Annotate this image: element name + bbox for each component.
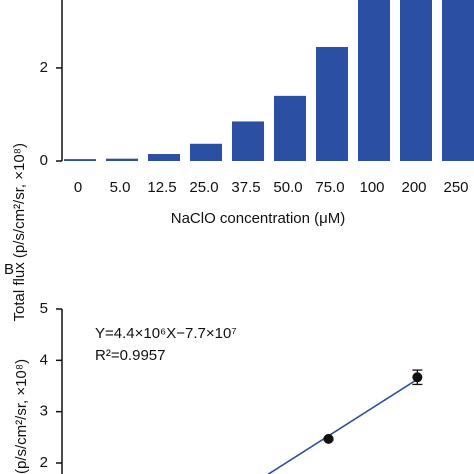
x-tick-label: 75.0: [315, 179, 344, 196]
annotation: R²=0.9957: [95, 347, 165, 364]
bar: [400, 0, 432, 162]
bar: [64, 159, 96, 161]
x-axis-label: NaClO concentration (μM): [171, 210, 346, 227]
bar: [316, 46, 348, 161]
bar: [274, 95, 306, 161]
bar: [190, 143, 222, 161]
x-tick-label: 12.5: [147, 179, 176, 196]
y-tick-label: 2: [40, 59, 48, 76]
annotation: Y=4.4×10⁶X−7.7×10⁷: [95, 325, 237, 342]
bar: [358, 0, 390, 162]
bar: [232, 121, 264, 161]
y-tick-label: 4: [40, 351, 48, 368]
x-tick-label: 250: [443, 179, 468, 196]
y-axis-label: (p/s/cm²/sr, ×10⁸): [13, 359, 30, 474]
bar: [442, 0, 474, 162]
x-tick-label: 50.0: [273, 179, 302, 196]
point: [412, 372, 423, 383]
bar: [148, 154, 180, 161]
x-tick-label: 0: [74, 179, 82, 196]
y-tick-label: 2: [40, 454, 48, 471]
x-tick-label: 200: [401, 179, 426, 196]
y-tick-label: 0: [40, 152, 48, 169]
fit-line: [267, 378, 418, 474]
x-tick-label: 5.0: [110, 179, 131, 196]
x-tick-label: 37.5: [231, 179, 260, 196]
x-tick-label: 25.0: [189, 179, 218, 196]
y-axis-label: Total flux (p/s/cm²/sr, ×10⁸): [11, 143, 28, 321]
panel-label: B: [4, 261, 14, 278]
bar: [106, 158, 138, 161]
y-tick-label: 5: [40, 300, 48, 317]
point: [323, 433, 334, 444]
x-tick-label: 100: [359, 179, 384, 196]
y-tick-label: 3: [40, 403, 48, 420]
